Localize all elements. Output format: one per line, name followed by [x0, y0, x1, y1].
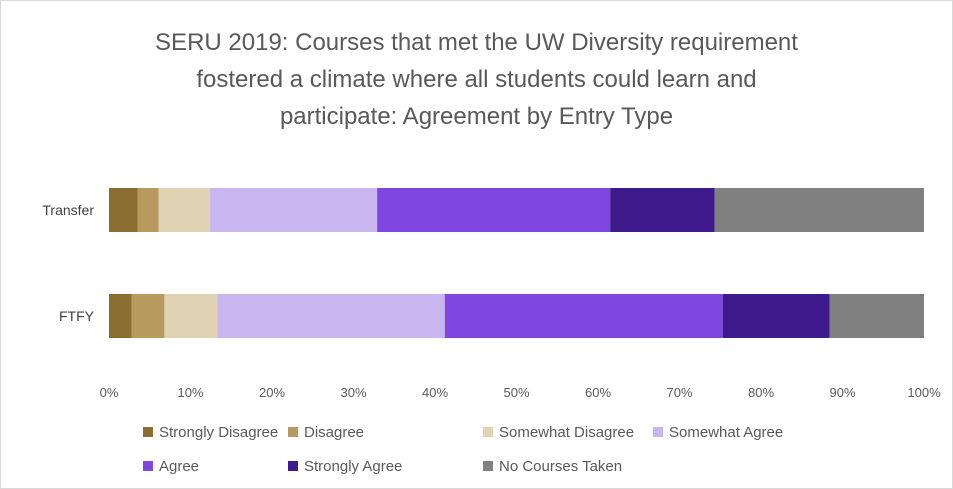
- legend-label: Agree: [159, 457, 200, 475]
- bar-segment-ftfy-somewhat-agree: [217, 294, 445, 338]
- legend-item: Somewhat Agree: [653, 421, 783, 443]
- x-tick-label: 80%: [748, 385, 774, 400]
- legend-label: Disagree: [304, 423, 365, 441]
- x-tick-label: 50%: [503, 385, 529, 400]
- bar-segment-transfer-somewhat-disagree: [158, 188, 211, 232]
- category-label: FTFY: [59, 308, 95, 324]
- legend-swatch: [483, 461, 493, 471]
- bar-segment-ftfy-strongly-agree: [722, 294, 830, 338]
- x-tick-label: 30%: [340, 385, 366, 400]
- bar-segment-ftfy-agree: [444, 294, 723, 338]
- legend-item: Agree: [143, 455, 199, 477]
- legend-swatch: [288, 427, 298, 437]
- bar-segment-transfer-strongly-disagree: [109, 188, 138, 232]
- bar-segment-transfer-disagree: [137, 188, 159, 232]
- x-tick-label: 10%: [177, 385, 203, 400]
- chart-title-line-3: participate: Agreement by Entry Type: [279, 103, 674, 130]
- x-tick-label: 60%: [585, 385, 611, 400]
- x-tick-label: 70%: [666, 385, 692, 400]
- x-tick-label: 0%: [100, 385, 119, 400]
- legend-swatch: [653, 427, 663, 437]
- chart-title: SERU 2019: Courses that met the UW Diver…: [40, 24, 913, 135]
- bar-segment-ftfy-no-courses-taken: [829, 294, 924, 338]
- chart-legend: Strongly Disagree Disagree Somewhat Disagr…: [143, 421, 863, 483]
- bar-segment-transfer-somewhat-agree: [210, 188, 378, 232]
- legend-swatch: [143, 427, 153, 437]
- bar-segment-ftfy-strongly-disagree: [109, 294, 132, 338]
- x-tick-label: 40%: [422, 385, 448, 400]
- bar-segment-transfer-agree: [377, 188, 611, 232]
- legend-label: Strongly Agree: [304, 457, 403, 475]
- category-label: Transfer: [42, 202, 94, 218]
- bar-segment-transfer-strongly-agree: [610, 188, 715, 232]
- legend-label: No Courses Taken: [499, 457, 623, 475]
- legend-item: No Courses Taken: [483, 455, 622, 477]
- chart-title-line-2: fostered a climate where all students co…: [196, 66, 757, 93]
- legend-label: Somewhat Disagree: [499, 423, 635, 441]
- legend-label: Strongly Disagree: [159, 423, 279, 441]
- legend-label: Somewhat Agree: [669, 423, 784, 441]
- x-tick-label: 20%: [259, 385, 285, 400]
- legend-item: Disagree: [288, 421, 364, 443]
- x-tick-label: 100%: [907, 385, 941, 400]
- bar-segment-ftfy-somewhat-disagree: [164, 294, 218, 338]
- legend-swatch: [288, 461, 298, 471]
- x-tick-label: 90%: [829, 385, 855, 400]
- chart-title-line-1: SERU 2019: Courses that met the UW Diver…: [155, 29, 798, 56]
- legend-item: Strongly Agree: [288, 455, 402, 477]
- bar-segment-transfer-no-courses-taken: [714, 188, 924, 232]
- legend-item: Somewhat Disagree: [483, 421, 634, 443]
- legend-swatch: [143, 461, 153, 471]
- legend-swatch: [483, 427, 493, 437]
- legend-item: Strongly Disagree: [143, 421, 278, 443]
- bar-segment-ftfy-disagree: [131, 294, 165, 338]
